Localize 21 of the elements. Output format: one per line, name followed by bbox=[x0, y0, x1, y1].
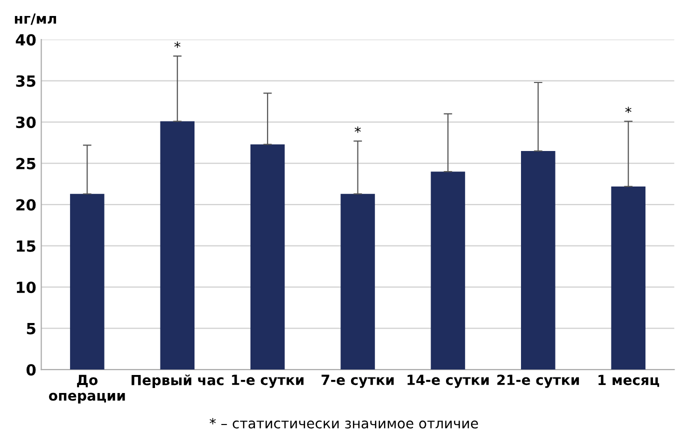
x-tick-label: До операции bbox=[48, 374, 125, 404]
text: * – статистически значимое отличие bbox=[210, 418, 478, 429]
y-tick-label: 0 bbox=[26, 364, 36, 376]
y-tick-label: 25 bbox=[16, 158, 36, 170]
x-tick-label: Первый час bbox=[132, 374, 224, 388]
x-tick-label: 14-е сутки bbox=[408, 374, 489, 388]
x-tick-label: 1 месяц bbox=[598, 374, 660, 387]
x-tick-label: 7-е сутки bbox=[322, 374, 394, 388]
y-tick-label: 30 bbox=[16, 116, 36, 128]
annotation: * bbox=[625, 106, 632, 114]
x-tick-label: 21-е сутки bbox=[497, 374, 579, 388]
y-tick-label: 20 bbox=[16, 199, 36, 211]
annotation: * bbox=[354, 126, 361, 133]
y-tick-label: 40 bbox=[16, 34, 36, 46]
annotation: * bbox=[174, 42, 180, 48]
y-tick-label: 15 bbox=[16, 240, 36, 252]
y-axis-title: нг/мл bbox=[14, 14, 56, 25]
y-tick-label: 5 bbox=[26, 323, 36, 334]
y-tick-label: 35 bbox=[16, 75, 36, 87]
x-tick-label: 1-е сутки bbox=[232, 374, 304, 388]
y-tick-label: 10 bbox=[16, 282, 36, 294]
